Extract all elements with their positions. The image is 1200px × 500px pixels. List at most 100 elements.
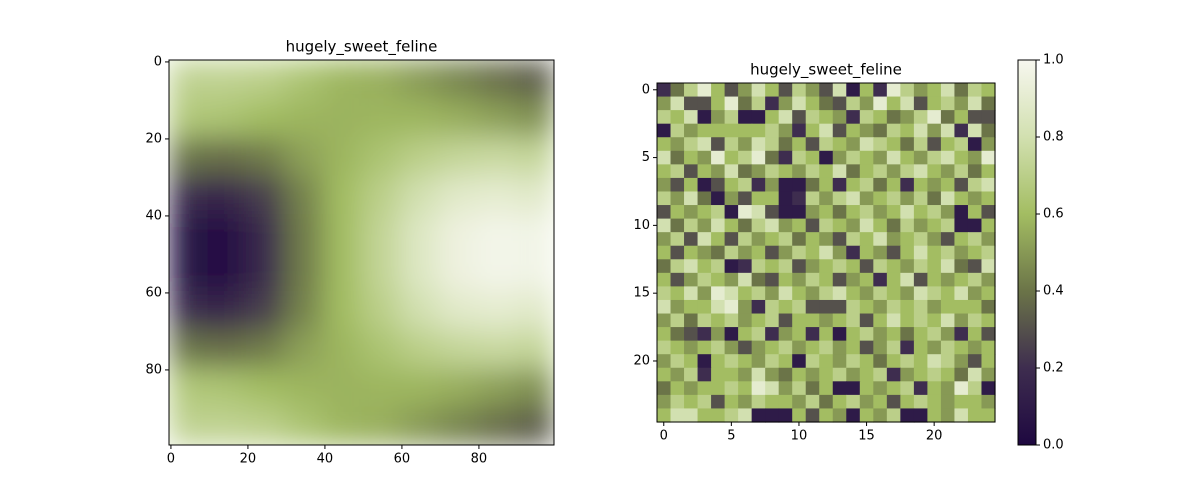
heatmap-cell (832, 150, 847, 165)
heatmap-cell (805, 123, 820, 138)
heatmap-cell (684, 191, 699, 206)
heatmap-cell (832, 191, 847, 206)
heatmap-cell (954, 340, 969, 355)
heatmap-cell (900, 394, 915, 410)
heatmap-cell (778, 340, 793, 355)
heatmap-cell (927, 272, 942, 287)
heatmap-cell (778, 272, 793, 287)
heatmap-cell (900, 313, 915, 328)
heatmap-cell (967, 232, 983, 247)
heatmap-cell (805, 327, 820, 342)
heatmap-cell (657, 327, 672, 342)
heatmap-cell (913, 272, 928, 287)
heatmap-cell (832, 245, 847, 260)
heatmap-cell (361, 214, 401, 254)
heatmap-cell (711, 313, 726, 328)
heatmap-cell (477, 329, 517, 369)
heatmap-cell (657, 191, 672, 206)
heatmap-cell (873, 354, 888, 369)
heatmap-cell (697, 259, 712, 274)
heatmap-cell (859, 327, 874, 342)
heatmap-cell (927, 299, 942, 315)
heatmap-cell (981, 340, 996, 355)
heatmap-cell (765, 354, 780, 369)
heatmap-cell (805, 394, 820, 410)
heatmap-cell (913, 83, 928, 98)
heatmap-cell (792, 150, 807, 165)
heatmap-cell (846, 110, 861, 125)
heatmap-cell (940, 191, 956, 206)
heatmap-cell (438, 137, 478, 177)
heatmap-cell (738, 313, 753, 328)
heatmap-cell (792, 191, 807, 206)
heatmap-cell (859, 218, 874, 233)
heatmap-cell (927, 327, 942, 342)
heatmap-cell (724, 259, 739, 274)
heatmap-cell (981, 354, 996, 369)
heatmap-cell (684, 205, 699, 220)
heatmap-cell (819, 408, 834, 423)
heatmap-cell (438, 291, 478, 331)
heatmap-cell (684, 272, 699, 287)
heatmap-cell (873, 381, 888, 396)
heatmap-cell (711, 123, 726, 138)
heatmap-cell (738, 218, 753, 233)
heatmap-cell (832, 83, 847, 98)
y-tick-label: 60 (145, 285, 162, 300)
heatmap-cell (724, 381, 739, 396)
heatmap-cell (361, 291, 401, 331)
heatmap-cell (886, 299, 901, 315)
heatmap-cell (832, 394, 847, 410)
heatmap-cell (765, 272, 780, 287)
heatmap-cell (765, 408, 780, 423)
heatmap-cell (940, 259, 956, 274)
heatmap-cell (778, 123, 793, 138)
heatmap-cell (886, 218, 901, 233)
heatmap-cell (207, 214, 247, 254)
heatmap-cell (967, 110, 983, 125)
heatmap-cell (657, 245, 672, 260)
heatmap-cell (886, 408, 901, 423)
heatmap-cell (711, 286, 726, 301)
heatmap-cell (900, 205, 915, 220)
heatmap-cell (954, 123, 969, 138)
heatmap-cell (954, 259, 969, 274)
heatmap-cell (697, 354, 712, 369)
heatmap-cell (724, 354, 739, 369)
heatmap-cell (778, 205, 793, 220)
heatmap-cell (438, 98, 478, 138)
heatmap-cell (981, 123, 996, 138)
heatmap-cell (477, 368, 517, 408)
heatmap-cell (751, 164, 766, 179)
y-tick-label: 20 (633, 353, 650, 368)
heatmap-cell (900, 191, 915, 206)
heatmap-cell (765, 286, 780, 301)
heatmap-cell (967, 137, 983, 152)
heatmap-cell (846, 150, 861, 165)
heatmap-cell (805, 408, 820, 423)
heatmap-cell (778, 191, 793, 206)
heatmap-cell (940, 205, 956, 220)
heatmap-cell (751, 137, 766, 152)
heatmap-cell (981, 299, 996, 315)
heatmap-cell (873, 96, 888, 111)
heatmap-cell (940, 232, 956, 247)
heatmap-cell (515, 252, 554, 292)
heatmap-cell (846, 408, 861, 423)
heatmap-cell (684, 327, 699, 342)
heatmap-cell (954, 272, 969, 287)
heatmap-cell (805, 381, 820, 396)
heatmap-cell (711, 381, 726, 396)
heatmap-cell (886, 313, 901, 328)
heatmap-cell (765, 83, 780, 98)
heatmap-cell (805, 340, 820, 355)
heatmap-cell (805, 83, 820, 98)
heatmap-cell (873, 299, 888, 315)
heatmap-cell (657, 123, 672, 138)
heatmap-cell (954, 367, 969, 382)
heatmap-cell (967, 205, 983, 220)
heatmap-cell (361, 329, 401, 369)
heatmap-cell (697, 340, 712, 355)
heatmap-clip (169, 60, 554, 445)
heatmap-cell (981, 205, 996, 220)
